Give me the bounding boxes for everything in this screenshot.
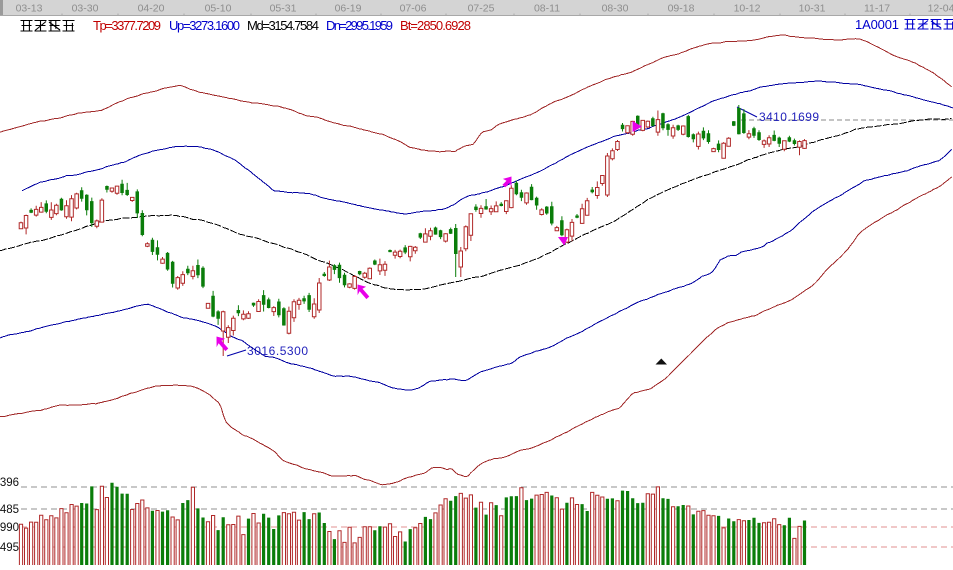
svg-text:07-25: 07-25 (468, 3, 495, 15)
svg-text:09-18: 09-18 (668, 3, 695, 15)
svg-text:10-12: 10-12 (734, 3, 761, 15)
svg-text:396: 396 (0, 477, 19, 489)
svg-text:Bt=2850.6928: Bt=2850.6928 (400, 18, 471, 33)
svg-text:495: 495 (0, 542, 19, 554)
svg-text:Tp=3377.7209: Tp=3377.7209 (93, 18, 161, 33)
svg-text:05-31: 05-31 (270, 3, 297, 15)
svg-text:06-19: 06-19 (335, 3, 362, 15)
svg-text:05-10: 05-10 (205, 3, 232, 15)
svg-text:03-30: 03-30 (72, 3, 99, 15)
svg-text:485: 485 (0, 504, 19, 516)
svg-text:10-31: 10-31 (799, 3, 826, 15)
svg-text:Dn=2995.1959: Dn=2995.1959 (326, 18, 393, 33)
svg-text:08-30: 08-30 (602, 3, 629, 15)
svg-text:990: 990 (0, 522, 19, 534)
svg-text:03-13: 03-13 (16, 3, 43, 15)
svg-text:04-20: 04-20 (138, 3, 165, 15)
svg-text:Md=3154.7584: Md=3154.7584 (247, 18, 319, 33)
svg-text:11-17: 11-17 (864, 3, 890, 15)
svg-text:12-04: 12-04 (928, 3, 953, 15)
svg-text:07-06: 07-06 (400, 3, 427, 15)
svg-text:08-11: 08-11 (534, 3, 560, 15)
svg-text:1A0001: 1A0001 (855, 17, 899, 32)
svg-text:Up=3273.1600: Up=3273.1600 (169, 18, 240, 33)
svg-text:3410.1699: 3410.1699 (759, 110, 819, 124)
